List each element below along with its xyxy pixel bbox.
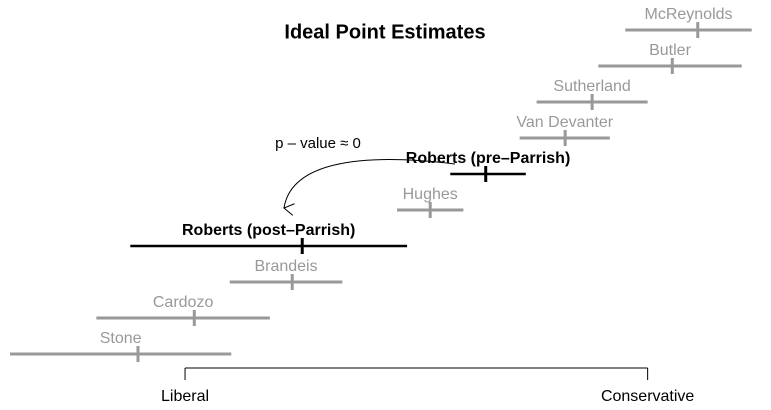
estimate-label: Van Devanter: [516, 114, 613, 131]
x-tick-label: Conservative: [601, 388, 694, 405]
estimate-label: Stone: [100, 330, 142, 347]
estimate-label: Butler: [649, 42, 691, 59]
annotation: p – value ≈ 0: [275, 135, 361, 152]
estimate-label: Sutherland: [553, 78, 630, 95]
estimate-label: Hughes: [403, 186, 458, 203]
x-tick-label: Liberal: [161, 388, 209, 405]
estimate-label: Cardozo: [153, 294, 214, 311]
estimate-label: Roberts (post–Parrish): [182, 222, 355, 239]
annotation-arrow: [284, 159, 456, 208]
estimate-label: Brandeis: [254, 258, 317, 275]
chart-title: Ideal Point Estimates: [284, 21, 485, 43]
estimate-label: Roberts (pre–Parrish): [406, 150, 571, 167]
estimate-label: McReynolds: [644, 6, 732, 23]
